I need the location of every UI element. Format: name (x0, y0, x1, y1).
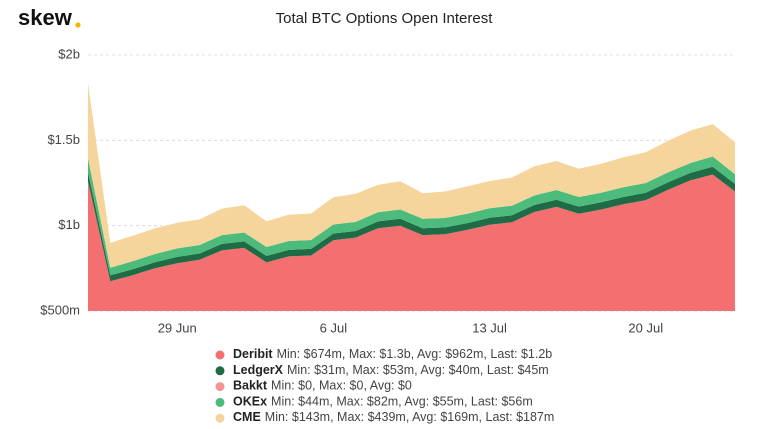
legend-name: LedgerX (233, 363, 284, 377)
chart-title: Total BTC Options Open Interest (276, 10, 494, 27)
logo: skew (18, 5, 73, 30)
x-tick-label: 29 Jun (158, 320, 197, 335)
y-tick-label: $1.5b (47, 132, 80, 147)
legend-summary: Min: $143m, Max: $439m, Avg: $169m, Last… (265, 410, 555, 424)
x-tick-label: 13 Jul (472, 320, 507, 335)
legend-summary: Min: $44m, Max: $82m, Avg: $55m, Last: $… (271, 395, 533, 409)
legend: Deribit Min: $674m, Max: $1.3b, Avg: $962… (215, 347, 554, 424)
y-tick-label: $1b (58, 217, 80, 232)
legend-summary: Min: $674m, Max: $1.3b, Avg: $962m, Last… (277, 347, 553, 361)
legend-name: Bakkt (233, 379, 268, 393)
y-tick-label: $500m (40, 302, 80, 317)
legend-swatch (215, 350, 225, 360)
area (88, 174, 735, 311)
area (88, 166, 735, 282)
area (88, 156, 735, 276)
legend-name: Deribit (233, 347, 273, 361)
legend-entry: Bakkt Min: $0, Max: $0, Avg: $0 (233, 379, 412, 393)
legend-entry: LedgerX Min: $31m, Max: $53m, Avg: $40m, … (233, 363, 549, 377)
legend-name: OKEx (233, 395, 267, 409)
legend-name: CME (233, 410, 261, 424)
legend-summary: Min: $0, Max: $0, Avg: $0 (271, 379, 412, 393)
y-tick-label: $2b (58, 46, 80, 61)
legend-swatch (215, 382, 225, 392)
x-tick-label: 6 Jul (320, 320, 348, 335)
legend-entry: Deribit Min: $674m, Max: $1.3b, Avg: $962… (233, 347, 552, 361)
legend-entry: CME Min: $143m, Max: $439m, Avg: $169m, L… (233, 410, 554, 424)
area (88, 83, 735, 268)
x-tick-label: 20 Jul (628, 320, 663, 335)
plot-area (88, 54, 735, 312)
legend-entry: OKEx Min: $44m, Max: $82m, Avg: $55m, Las… (233, 395, 533, 409)
legend-swatch (215, 413, 225, 423)
legend-swatch (215, 366, 225, 376)
logo-dot (75, 22, 81, 28)
legend-summary: Min: $31m, Max: $53m, Avg: $40m, Last: $… (287, 363, 549, 377)
legend-swatch (215, 397, 225, 407)
